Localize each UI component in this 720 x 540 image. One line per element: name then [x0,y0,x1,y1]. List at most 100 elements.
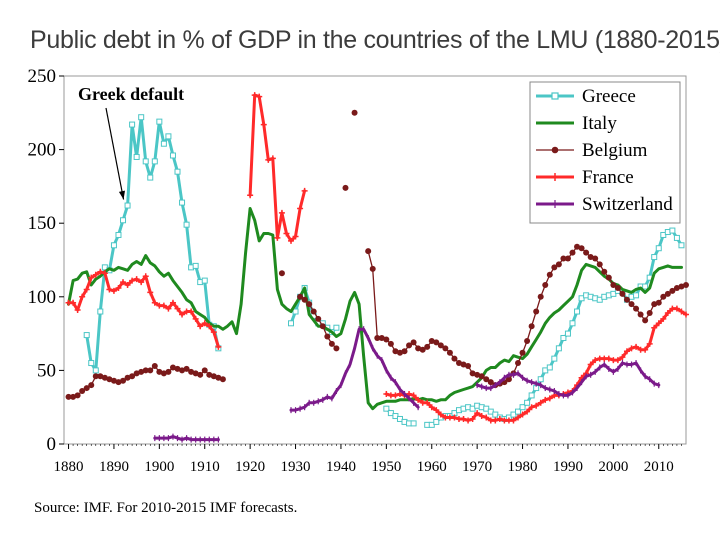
data-point-greece [169,152,176,159]
data-point-france [392,392,399,399]
data-point-france [297,205,304,212]
data-point-france [288,237,295,244]
data-point-belgium [519,349,526,356]
data-point-belgium [319,323,326,330]
data-point-belgium [133,370,140,377]
data-point-france [460,415,467,422]
data-point-greece [110,242,117,249]
data-point-greece [555,345,562,352]
data-point-greece [410,420,417,427]
data-point-belgium [642,317,649,324]
series-italy [67,207,683,411]
legend-marker-greece [551,92,559,100]
data-point-france [646,340,653,347]
data-point-france [115,284,122,291]
data-point-france [106,286,113,293]
x-tick-label: 1930 [281,459,311,475]
data-point-france [201,320,208,327]
data-point-belgium [310,308,317,315]
legend-label-france: France [582,167,634,188]
data-point-france [469,415,476,422]
data-point-france [83,286,90,293]
data-point-greece [546,364,553,371]
data-point-france [124,282,131,289]
data-point-greece [92,367,99,374]
series-france [65,92,689,424]
data-point-france [215,343,222,350]
data-point-belgium [446,349,453,356]
data-point-belgium [478,373,485,380]
data-point-belgium [179,367,186,374]
data-point-france [169,299,176,306]
x-tick-label: 2000 [598,459,628,475]
data-point-greece [165,133,172,140]
data-point-france [92,271,99,278]
y-tick-label: 100 [28,287,57,308]
data-point-france [274,234,281,241]
data-point-france [587,361,594,368]
data-point-belgium [206,371,213,378]
data-point-greece [551,355,558,362]
data-point-belgium [97,373,104,380]
data-point-france [138,279,145,286]
data-point-france [278,209,285,216]
data-point-belgium [315,315,322,322]
data-point-france [478,413,485,420]
data-point-belgium [605,274,612,281]
data-point-belgium [419,346,426,353]
data-point-france [415,396,422,403]
data-point-belgium [115,379,122,386]
data-point-france [528,404,535,411]
data-point-belgium [210,373,217,380]
data-point-belgium [451,355,458,362]
x-tick-label: 1960 [417,459,447,475]
y-tick-label: 0 [47,434,57,455]
data-point-belgium [369,265,376,272]
data-point-belgium [673,284,680,291]
data-point-france [660,315,667,322]
legend-label-greece: Greece [582,86,636,107]
data-point-france [623,348,630,355]
data-point-greece [138,114,145,121]
data-point-belgium [151,362,158,369]
data-point-france [269,155,276,162]
source-note: Source: IMF. For 2010-2015 IMF forecasts… [34,500,298,516]
data-point-belgium [678,283,685,290]
data-point-greece [642,283,649,290]
data-point-belgium [328,340,335,347]
x-tick-label: 2010 [644,459,674,475]
data-point-belgium [574,243,581,250]
data-point-belgium [142,367,149,374]
data-point-belgium [201,367,208,374]
data-point-belgium [578,245,585,252]
data-point-france [142,273,149,280]
data-point-france [437,411,444,418]
data-point-belgium [460,361,467,368]
data-point-france [383,390,390,397]
data-point-belgium [637,311,644,318]
annotation-arrow [105,107,125,200]
data-point-greece [147,174,154,181]
data-point-france [483,414,490,421]
data-point-france [542,396,549,403]
data-point-france [592,357,599,364]
series-line-france [67,270,220,349]
data-point-belgium [106,376,113,383]
data-point-greece [288,320,295,327]
data-point-belgium [396,349,403,356]
data-point-greece [519,404,526,411]
data-point-france [101,270,108,277]
data-point-belgium [124,374,131,381]
data-point-france [151,299,158,306]
data-point-france [188,308,195,315]
data-point-belgium [592,255,599,262]
data-point-belgium [660,293,667,300]
data-point-belgium [537,293,544,300]
data-point-belgium [351,109,358,116]
data-point-france [88,274,95,281]
y-tick-label: 150 [28,213,57,234]
data-point-belgium [628,301,635,308]
legend-label-belgium: Belgium [582,140,648,161]
data-point-greece [179,199,186,206]
